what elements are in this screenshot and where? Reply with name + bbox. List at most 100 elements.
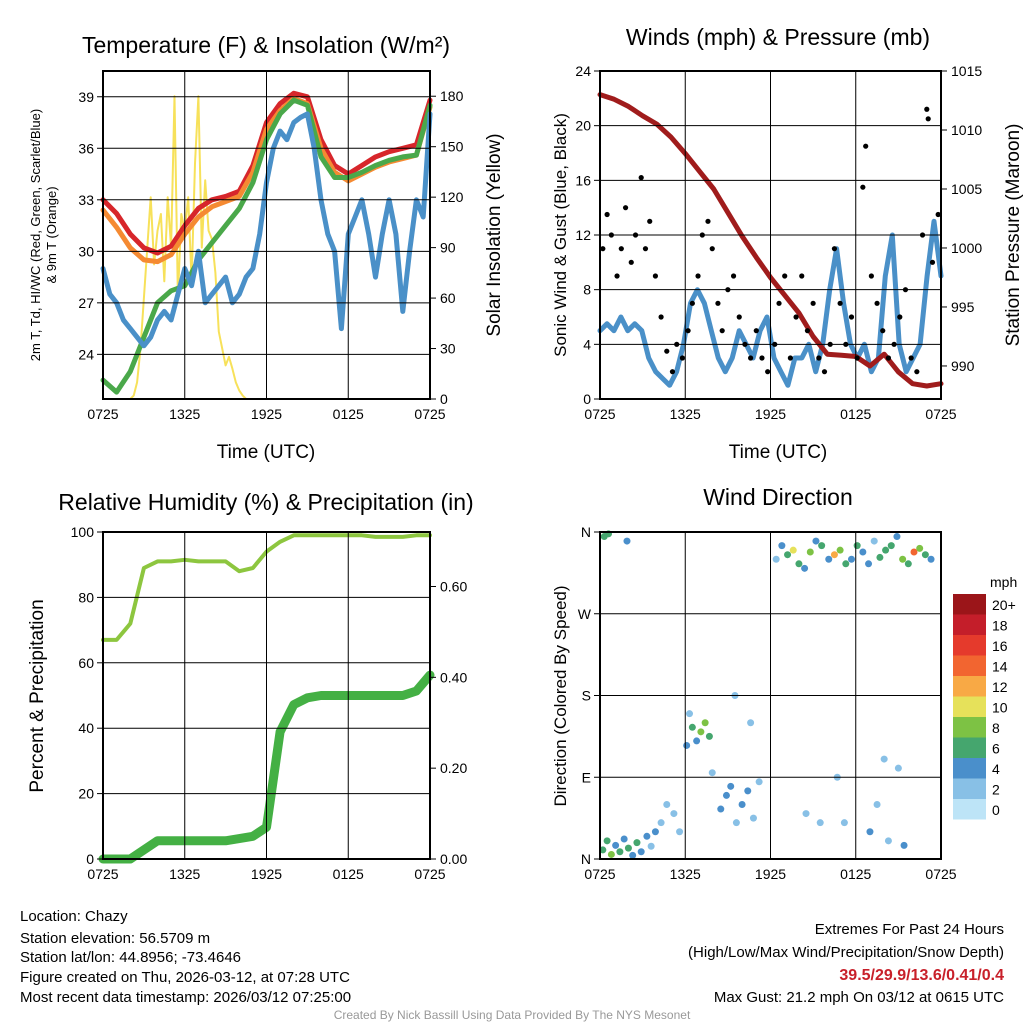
series-gust-black--point [748, 355, 754, 361]
max-gust-text: Max Gust: 21.2 mph On 03/12 at 0615 UTC [714, 989, 1004, 1006]
y2-tick-label: 1005 [951, 181, 982, 197]
series-gust-black--point [925, 116, 931, 122]
wind-direction-point [701, 719, 709, 727]
x-tick-label: 0725 [584, 406, 615, 422]
series-gust-black--point [664, 348, 670, 354]
wind-direction-point [789, 546, 797, 554]
legend-swatch [953, 737, 986, 758]
winds-title: Winds (mph) & Pressure (mb) [626, 24, 930, 50]
series-gust-black--point [618, 246, 624, 252]
series-gust-black--point [689, 300, 695, 306]
series-gust-black--point [709, 246, 715, 252]
x-tick-label: 1925 [251, 406, 282, 422]
wind-direction-point [801, 564, 809, 572]
series-gust-black--point [804, 328, 811, 334]
wind-direction-point [887, 542, 895, 550]
wind-direction-point [599, 846, 607, 854]
wind-direction-point [876, 553, 884, 561]
x-tick-label: 1325 [670, 406, 701, 422]
wind-direction-point [870, 537, 878, 545]
plot-frame [599, 531, 942, 860]
legend-swatch [953, 778, 986, 799]
series-gust-black--point [782, 273, 788, 279]
wind-direction-point [683, 741, 691, 749]
extremes-title: Extremes For Past 24 Hours [815, 921, 1004, 938]
y-tick-label: W [578, 606, 592, 622]
y2-tick-label: 990 [951, 358, 975, 374]
direction-ylabel: Direction (Colored By Speed) [551, 585, 570, 806]
wind-direction-point [812, 537, 820, 545]
legend-swatch [953, 799, 986, 820]
temperature-title: Temperature (F) & Insolation (W/m²) [82, 32, 450, 58]
series-gust-black--point [868, 273, 874, 279]
wind-direction-point [747, 719, 755, 727]
wind-direction-point [657, 819, 665, 827]
y2-tick-label: 0.40 [440, 669, 467, 685]
y2-tick-label: 0.20 [440, 760, 467, 776]
y2-tick-label: 30 [440, 341, 456, 357]
legend-label: 8 [992, 720, 1000, 736]
y-tick-label: 0 [583, 391, 591, 407]
series-gust-black--point [924, 106, 930, 112]
series-gust-black--point [759, 355, 765, 361]
y2-tick-label: 0.60 [440, 579, 467, 595]
series-gust-black--point [736, 314, 742, 320]
series-gust-black--point [642, 246, 649, 252]
series-gust-black--point [719, 328, 725, 334]
y-tick-label: N [581, 851, 591, 867]
wind-direction-point [755, 778, 763, 786]
series-gust-black--point [679, 355, 686, 361]
winds-y2label: Station Pressure (Maroon) [1003, 124, 1024, 347]
series-gust-black--point [874, 300, 880, 306]
wind-direction-point [705, 732, 713, 740]
wind-direction-point [676, 828, 684, 836]
y2-tick-label: 995 [951, 299, 975, 315]
y-tick-label: 27 [78, 295, 94, 311]
winds-ylabel: Sonic Wind & Gust (Blue, Black) [551, 113, 570, 357]
x-tick-label: 1925 [755, 406, 786, 422]
wind-direction-point [842, 560, 850, 568]
wind-direction-point [830, 551, 838, 559]
wind-direction-point [727, 782, 735, 790]
wind-direction-point [806, 548, 814, 556]
wind-direction-point [893, 533, 901, 541]
latlon-text: Station lat/lon: 44.8956; -73.4646 [20, 949, 241, 966]
y2-tick-label: 0.00 [440, 851, 467, 867]
wind-direction-point [859, 548, 867, 556]
wind-direction-point [708, 769, 716, 777]
legend-label: 12 [992, 679, 1008, 695]
wind-direction-point [749, 814, 757, 822]
wind-direction-point [738, 801, 746, 808]
wind-direction-point [732, 819, 740, 827]
wind-direction-point [670, 810, 678, 818]
y-tick-label: 0 [86, 851, 94, 867]
y-tick-label: 16 [575, 172, 591, 188]
legend-swatch [953, 594, 986, 615]
series-gust-black--point [929, 259, 936, 265]
legend-swatch [953, 614, 986, 635]
y-tick-label: 8 [583, 282, 591, 298]
series-gust-black--point [863, 143, 869, 149]
x-tick-label: 0725 [414, 406, 445, 422]
wind-direction-point [847, 555, 855, 563]
y-tick-label: 4 [583, 336, 591, 352]
series-gust-black--point [810, 300, 816, 306]
wind-direction-point [686, 710, 694, 718]
x-tick-label: 0725 [414, 866, 445, 882]
series-gust-black--point [614, 273, 620, 279]
series-gust-black--point [880, 328, 886, 334]
series-gust-black--point [831, 246, 838, 252]
y-tick-label: 20 [575, 118, 591, 134]
y2-tick-label: 90 [440, 240, 456, 256]
wind-direction-title: Wind Direction [703, 484, 853, 510]
series-gust-black--point [622, 205, 629, 211]
legend-label: 14 [992, 659, 1008, 675]
series-gust-black--point [604, 211, 610, 218]
legend-swatch [953, 676, 986, 697]
y-tick-label: S [582, 688, 591, 704]
wind-direction-point [744, 787, 752, 795]
extremes-subtitle: (High/Low/Max Wind/Precipitation/Snow De… [688, 944, 1004, 961]
humidity-title: Relative Humidity (%) & Precipitation (i… [58, 489, 473, 515]
y2-tick-label: 1010 [951, 122, 982, 138]
series-gust-black--point [638, 175, 644, 181]
